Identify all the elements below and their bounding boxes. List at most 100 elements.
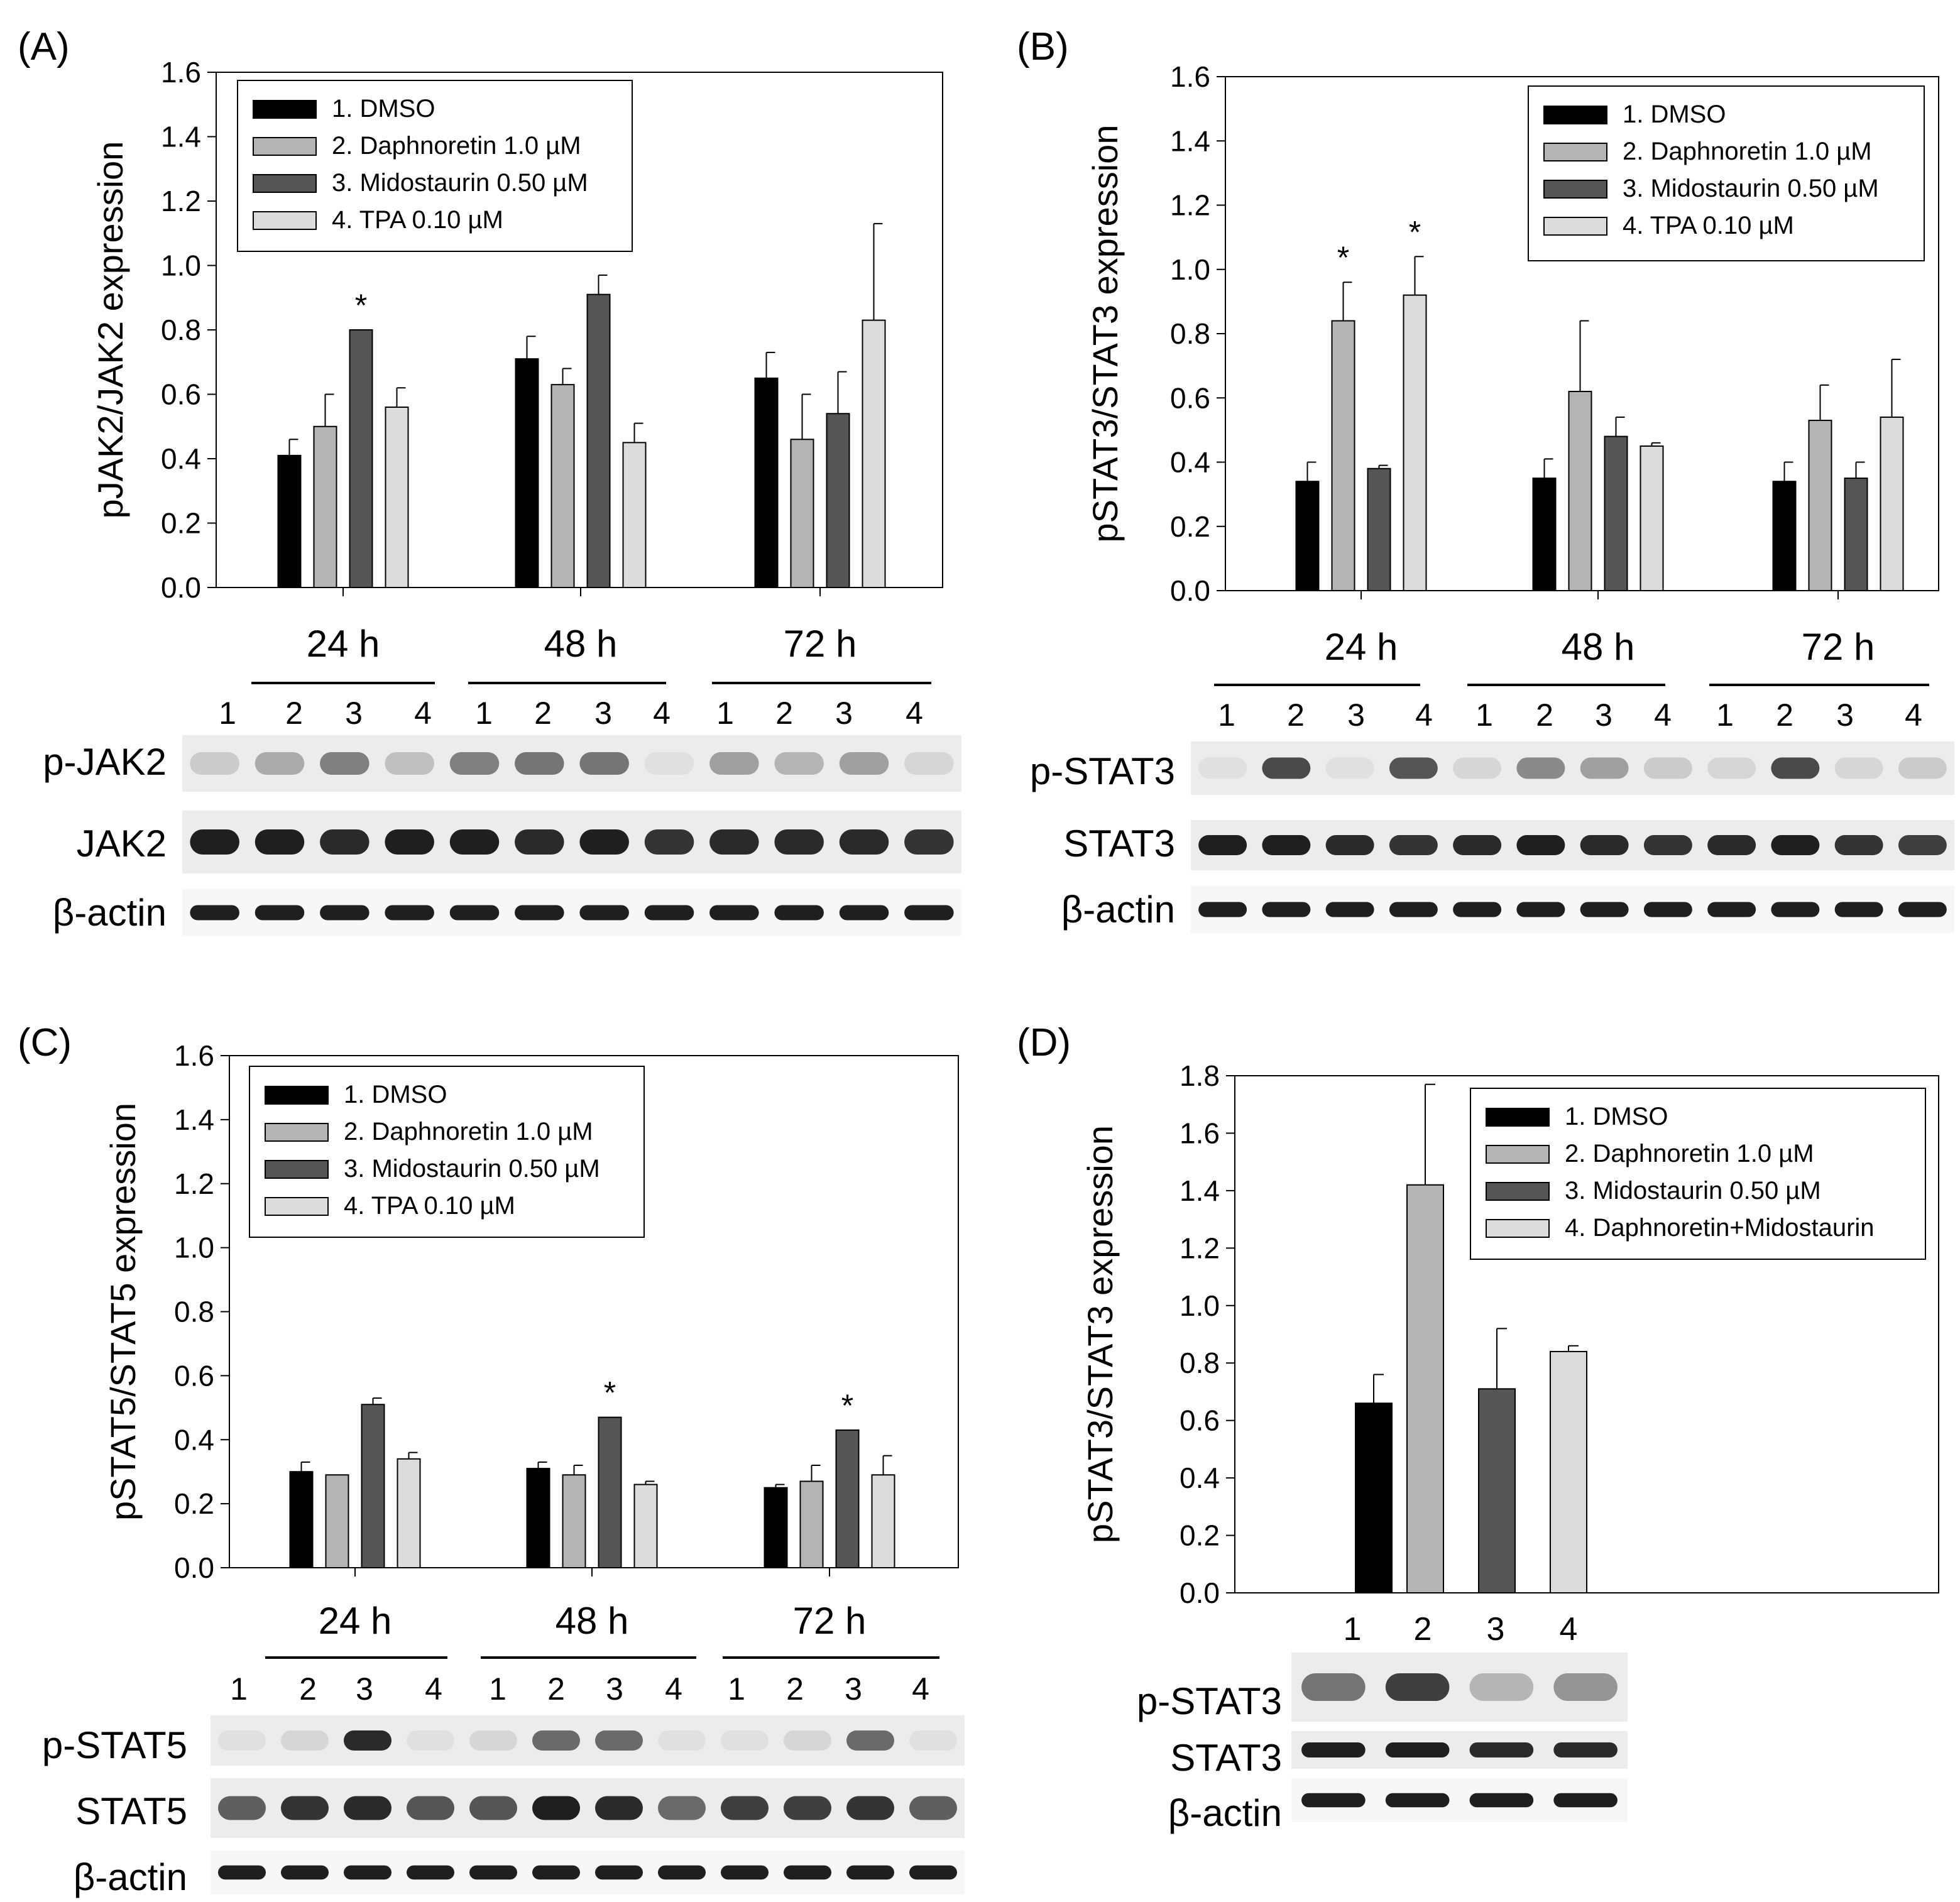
legend-entry: 2. Daphnoretin 1.0 µM xyxy=(332,132,581,160)
blot-band xyxy=(1262,835,1311,855)
lane-number: 1 xyxy=(475,696,493,731)
y-tick-label: 1.6 xyxy=(1170,60,1210,93)
y-axis-label: pSTAT5/STAT5 expression xyxy=(103,1103,143,1521)
legend-swatch xyxy=(253,137,317,156)
blot-band xyxy=(846,1796,894,1820)
bar xyxy=(598,1416,622,1568)
bar xyxy=(313,425,337,588)
legend-entry: 2. Daphnoretin 1.0 µM xyxy=(1565,1140,1814,1167)
blot-band xyxy=(449,752,500,775)
blot-band xyxy=(595,1865,643,1880)
time-label: 24 h xyxy=(307,623,380,665)
lane-number: 4 xyxy=(1560,1611,1578,1648)
y-tick-label: 0.0 xyxy=(1180,1577,1220,1609)
blot-band xyxy=(281,1730,329,1751)
blot-band xyxy=(1834,757,1883,779)
blot-strip xyxy=(211,1850,965,1894)
legend-entry: 4. TPA 0.10 µM xyxy=(332,206,503,234)
bar xyxy=(1406,1184,1444,1593)
time-label: 72 h xyxy=(793,1600,867,1642)
bar xyxy=(790,439,814,588)
legend-swatch xyxy=(265,1086,329,1105)
y-tick-label: 1.2 xyxy=(174,1167,214,1200)
y-tick-label: 0.0 xyxy=(1170,574,1210,607)
blot-band xyxy=(281,1796,329,1820)
blot-band xyxy=(644,829,694,855)
blot-band xyxy=(515,752,564,775)
bar xyxy=(862,319,886,588)
blot-band xyxy=(407,1865,454,1880)
bar xyxy=(1772,481,1797,591)
y-tick-label: 1.4 xyxy=(161,121,201,153)
y-tick-label: 1.0 xyxy=(161,249,201,282)
blot-band xyxy=(1301,1793,1366,1808)
blot-band xyxy=(784,1796,831,1820)
bar xyxy=(550,384,575,588)
blot-band xyxy=(774,829,824,855)
bar xyxy=(1568,391,1592,592)
blot-band xyxy=(579,829,629,855)
blot-band xyxy=(1453,902,1502,917)
y-tick-label: 1.6 xyxy=(161,56,201,89)
blot-band xyxy=(1469,1673,1534,1701)
lane-number: 4 xyxy=(1654,697,1672,733)
blot-band xyxy=(1325,757,1374,779)
bar xyxy=(1604,435,1628,591)
bar xyxy=(515,358,539,588)
blot-band xyxy=(644,752,694,775)
y-tick-label: 0.2 xyxy=(174,1487,214,1520)
y-tick-label: 1.2 xyxy=(161,185,201,217)
lane-number: 1 xyxy=(219,696,236,731)
y-tick-label: 1.2 xyxy=(1170,189,1210,222)
legend-swatch xyxy=(1543,180,1607,199)
lane-number: 1 xyxy=(1218,697,1235,733)
blot-band xyxy=(449,905,500,921)
y-tick-label: 0.4 xyxy=(1170,446,1210,479)
blot-label: STAT3 xyxy=(1063,823,1175,865)
legend-entry: 3. Midostaurin 0.50 µM xyxy=(1565,1177,1821,1205)
blot-band xyxy=(255,905,305,921)
significance-marker: * xyxy=(841,1388,853,1423)
bar xyxy=(385,407,409,588)
legend-swatch xyxy=(1486,1219,1550,1238)
legend-entry: 4. TPA 0.10 µM xyxy=(1623,212,1794,239)
blot-band xyxy=(1643,757,1692,779)
bar xyxy=(1355,1402,1393,1594)
blot-band xyxy=(1516,757,1565,779)
blot-band xyxy=(1385,1742,1450,1757)
blot-band xyxy=(909,1796,957,1820)
blot-band xyxy=(839,905,889,921)
y-tick-label: 1.0 xyxy=(1170,253,1210,286)
blot-band xyxy=(407,1730,454,1751)
western-blot: p-STAT3 STAT3 β-actin xyxy=(1030,741,1954,933)
y-tick-label: 0.2 xyxy=(1170,510,1210,543)
legend-swatch xyxy=(265,1160,329,1179)
blot-band xyxy=(1385,1673,1450,1701)
legend-entry: 1. DMSO xyxy=(344,1081,447,1108)
lane-number: 4 xyxy=(906,696,923,731)
lane-number: 2 xyxy=(1414,1611,1432,1648)
bars xyxy=(1355,1083,1587,1594)
blot-band xyxy=(1469,1742,1534,1757)
legend-swatch xyxy=(253,211,317,230)
bar xyxy=(526,1468,550,1568)
y-tick-label: 0.8 xyxy=(1180,1347,1220,1379)
blot-strip xyxy=(1191,820,1954,870)
y-tick-label: 0.2 xyxy=(161,507,201,540)
lane-number: 2 xyxy=(1776,697,1793,733)
blot-band xyxy=(1262,757,1311,779)
bar xyxy=(1331,320,1355,591)
blot-band xyxy=(515,905,564,921)
legend-swatch xyxy=(1486,1108,1550,1127)
significance-marker: * xyxy=(1409,214,1421,249)
legend-swatch xyxy=(253,100,317,119)
blot-band xyxy=(709,829,759,855)
lane-number: 4 xyxy=(665,1671,682,1707)
blot-band xyxy=(1262,902,1311,917)
y-tick-label: 1.8 xyxy=(1180,1059,1220,1092)
lane-number: 2 xyxy=(786,1671,804,1707)
blot-label: β-actin xyxy=(1061,888,1175,931)
blot-band xyxy=(1898,757,1947,779)
y-tick-label: 1.0 xyxy=(1180,1289,1220,1322)
blot-band xyxy=(1834,902,1883,917)
